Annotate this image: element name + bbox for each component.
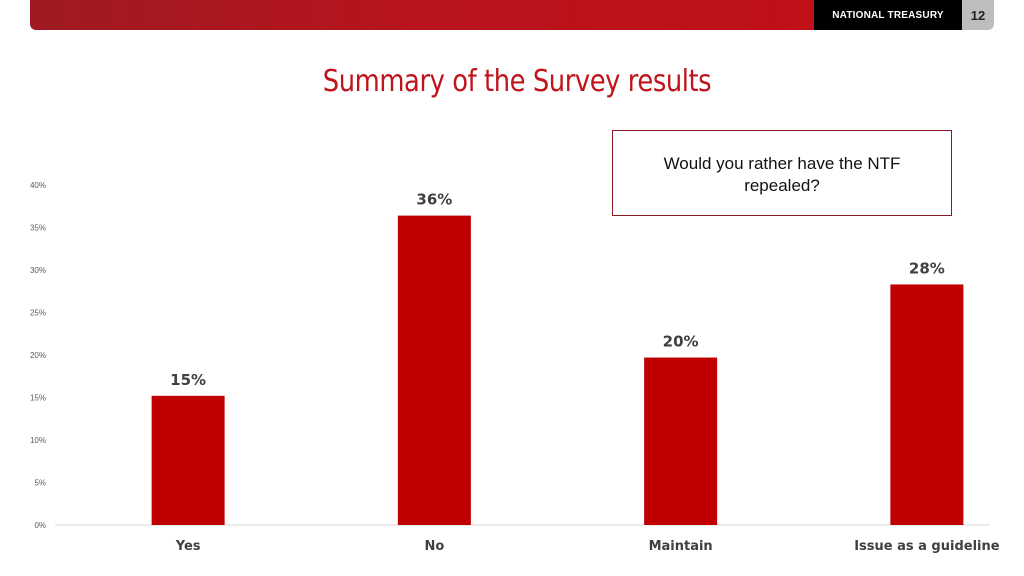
question-text: Would you rather have the NTF repealed? [663, 154, 901, 195]
y-tick-label: 15% [30, 394, 46, 403]
y-tick-label: 30% [30, 266, 46, 275]
page-number: 12 [962, 0, 994, 30]
bars: 15% 36% 20% 28% [151, 191, 964, 525]
slide-title: Summary of the Survey results [322, 64, 712, 99]
header-bar [30, 0, 814, 30]
data-label: 36% [416, 191, 452, 209]
question-box: Would you rather have the NTF repealed? [612, 130, 952, 216]
bar-issue-as-a-guideline [890, 284, 964, 525]
y-tick-label: 5% [34, 479, 46, 488]
y-tick-label: 25% [30, 309, 46, 318]
x-category-label: No [424, 539, 444, 554]
x-axis: Yes No Maintain Issue as a guideline [175, 539, 1000, 554]
y-tick-label: 0% [34, 521, 46, 530]
y-tick-label: 35% [30, 224, 46, 233]
data-label: 15% [170, 371, 206, 389]
bar-maintain [644, 357, 718, 525]
y-tick-label: 10% [30, 436, 46, 445]
data-label: 20% [663, 333, 699, 351]
y-axis: 0% 5% 10% 15% 20% 25% 30% 35% 40% [30, 181, 46, 530]
x-category-label: Yes [175, 539, 201, 554]
bar-no [397, 215, 471, 525]
x-category-label: Issue as a guideline [854, 539, 1000, 554]
bar-yes [151, 395, 225, 525]
y-tick-label: 20% [30, 351, 46, 360]
x-category-label: Maintain [649, 539, 713, 554]
data-label: 28% [909, 259, 945, 277]
y-tick-label: 40% [30, 181, 46, 190]
brand-label: NATIONAL TREASURY [814, 0, 962, 30]
